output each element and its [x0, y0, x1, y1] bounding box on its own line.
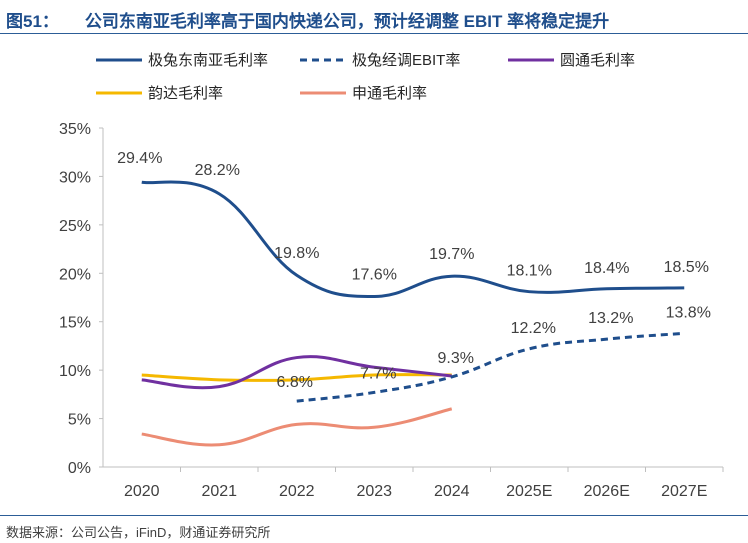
data-label: 13.8% — [666, 304, 711, 321]
footer-rule — [0, 515, 748, 516]
series-line-1 — [296, 331, 685, 403]
y-tick-label: 20% — [59, 266, 91, 283]
legend-label: 圆通毛利率 — [560, 52, 635, 69]
y-tick-label: 5% — [68, 412, 91, 429]
line-chart: 0% 5% 10% 15% 20% 25% 30% 35% 2020 2021 2022 2023 20… — [59, 52, 724, 500]
data-label: 18.1% — [507, 263, 552, 280]
x-tick-label: 2021 — [201, 483, 237, 500]
data-label: 7.7% — [360, 365, 396, 382]
x-tick-label: 2022 — [279, 483, 315, 500]
series-line-2 — [141, 355, 452, 390]
data-label: 18.4% — [584, 260, 629, 277]
data-label: 19.7% — [429, 246, 474, 263]
title-rule — [0, 33, 748, 34]
legend-label: 极兔经调EBIT率 — [352, 52, 460, 69]
y-tick-label: 30% — [59, 169, 91, 186]
x-tick-label: 2020 — [124, 483, 160, 500]
legend-label: 韵达毛利率 — [148, 85, 223, 102]
series-line-3 — [141, 373, 452, 383]
series-line-4 — [141, 407, 453, 447]
data-label: 19.8% — [274, 245, 319, 262]
legend-label: 申通毛利率 — [352, 85, 427, 102]
data-label: 28.2% — [195, 162, 240, 179]
data-label: 17.6% — [352, 267, 397, 284]
x-tick-label: 2026E — [584, 483, 630, 500]
x-tick-label: 2027E — [661, 483, 707, 500]
data-label: 13.2% — [588, 310, 633, 327]
data-label: 29.4% — [117, 150, 162, 167]
x-tick-label: 2024 — [434, 483, 470, 500]
data-label: 18.5% — [664, 259, 709, 276]
data-label: 9.3% — [438, 350, 474, 367]
figure-title: 公司东南亚毛利率高于国内快递公司，预计经调整 EBIT 率将稳定提升 — [84, 12, 610, 31]
y-tick-label: 35% — [59, 121, 91, 138]
figure-number: 图51： — [6, 12, 59, 31]
y-tick-label: 25% — [59, 218, 91, 235]
x-tick-label: 2025E — [506, 483, 552, 500]
y-tick-label: 10% — [59, 363, 91, 380]
legend-label: 极兔东南亚毛利率 — [148, 52, 268, 69]
y-tick-label: 15% — [59, 315, 91, 332]
data-label: 12.2% — [511, 320, 556, 337]
y-tick-label: 0% — [68, 460, 91, 477]
data-label: 6.8% — [277, 374, 313, 391]
series-line-0 — [141, 180, 685, 299]
chart-title: 图51： 公司东南亚毛利率高于国内快递公司，预计经调整 EBIT 率将稳定提升 — [6, 7, 609, 32]
source-note: 数据来源：公司公告，iFinD，财通证券研究所 — [6, 525, 271, 540]
x-tick-label: 2023 — [356, 483, 392, 500]
